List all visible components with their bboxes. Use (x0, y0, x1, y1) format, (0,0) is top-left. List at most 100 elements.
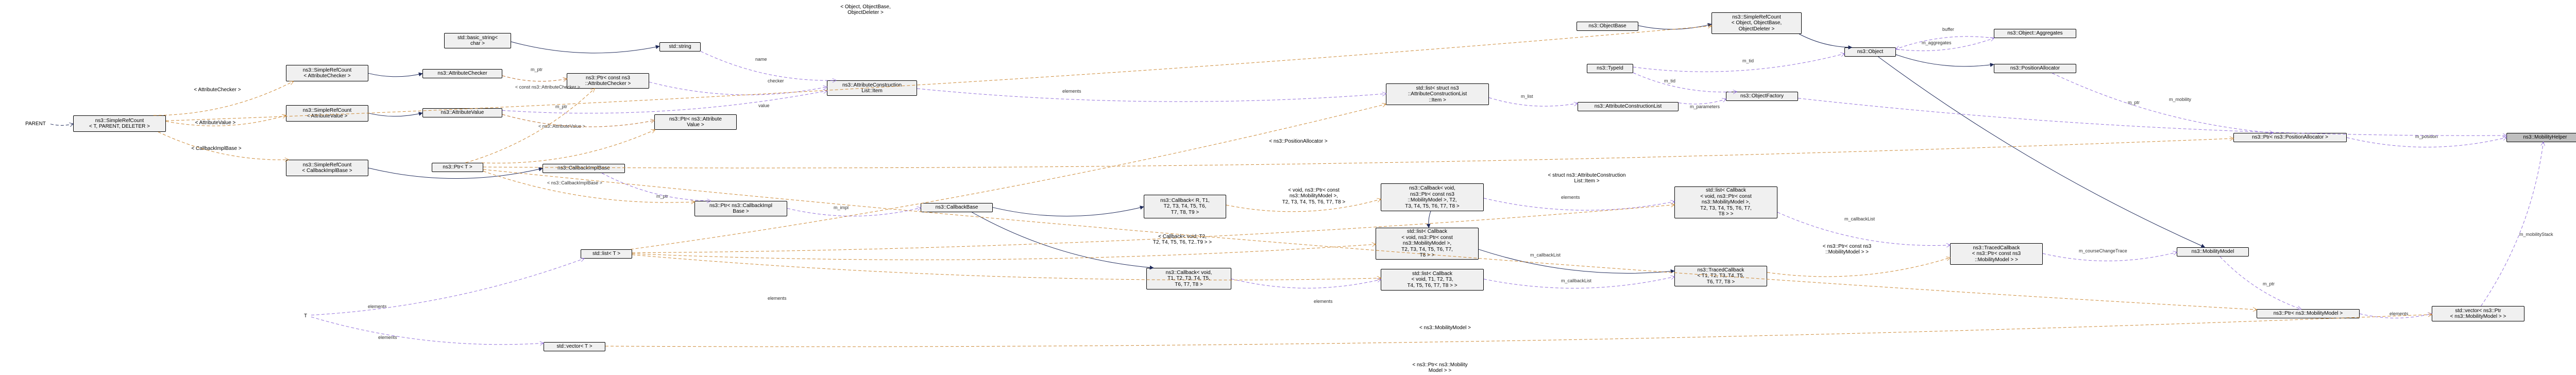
node-src_val: ns3::SimpleRefCount< AttributeValue > (286, 105, 368, 122)
node-basicstring: std::basic_string<char > (444, 33, 511, 48)
node-ptrT: ns3::Ptr< T > (432, 163, 483, 172)
node-parent: PARENT (21, 120, 50, 129)
edge-srcobj-obj (1799, 34, 1852, 47)
edge-srctpd-srcobj (166, 26, 1711, 121)
edge-attrconlist-objfactory (1679, 99, 1726, 104)
edge-label: m_mobility (2169, 97, 2191, 102)
edge-objbase-srcobj (1638, 24, 1711, 29)
edge-label: elements (1314, 299, 1333, 304)
node-typeid: ns3::TypeId (1587, 64, 1633, 73)
edge-src_val-attr_val (368, 113, 422, 116)
node-attr_val: ns3::AttributeValue (422, 108, 502, 117)
edge-cbvoidptr-listcbptr (1484, 198, 1674, 210)
edge-parent-srctpd (50, 124, 73, 126)
edge-cbbase-cbRv (993, 207, 1144, 216)
edge-stdvecT-vecptrmm (605, 315, 2432, 347)
edge-stdlistT-listcbv (632, 244, 1376, 260)
edge-listitem-attrconlist (1489, 97, 1578, 106)
node-ptrattrval: ns3::Ptr< ns3::AttributeValue > (654, 114, 737, 130)
edge-T-stdlistT (311, 259, 584, 315)
edge-label: elements (1062, 89, 1081, 94)
node-cbvoidln: ns3::Callback< void,T1, T2, T3, T4, T5,T… (1146, 268, 1231, 289)
edge-T-stdvecT (311, 317, 544, 345)
edge-label: m_callbackList (1530, 252, 1561, 258)
edge-label: < ns3::CallbackImplBase > (547, 180, 602, 185)
edge-label: elements (768, 296, 787, 301)
edge-label: m_ptr (656, 194, 668, 199)
edge-traccbptr-mobmodel (2043, 252, 2177, 261)
edge-label: m_tid (1664, 78, 1675, 83)
node-ptrcbimpl: ns3::Ptr< ns3::CallbackImplBase > (694, 201, 787, 216)
node-posalloc_lbl: < ns3::PositionAllocator > (1257, 138, 1340, 145)
node-src_chk: ns3::SimpleRefCount< AttributeChecker > (286, 65, 368, 81)
edge-attr_chk-ptrconstchk (502, 76, 567, 81)
edge-src_chk-attr_chk (368, 73, 422, 77)
node-cbvoidptr: ns3::Callback< void,ns3::Ptr< const ns3:… (1381, 183, 1484, 211)
node-stdstring: std::string (659, 42, 701, 52)
node-mobhelper: ns3::MobilityHelper (2506, 133, 2576, 142)
node-ptrmobmodel: ns3::Ptr< ns3::MobilityModel > (2257, 309, 2360, 318)
edge-label: m_ptr (531, 67, 543, 72)
edge-label: m_parameters (1690, 104, 1720, 109)
edge-label: m_tid (1742, 58, 1754, 63)
edge-label: name (755, 57, 767, 62)
edge-posalloc-ptrposalloc (2052, 73, 2273, 133)
node-attr_chk: ns3::AttributeChecker (422, 69, 502, 78)
edge-label: < ns3::AttributeValue > (538, 124, 585, 129)
edge-ptrT-ptrattrval (482, 130, 655, 163)
node-posalloc: ns3::PositionAllocator (1994, 64, 2076, 73)
node-listitem: std::list< struct ns3::AttributeConstruc… (1386, 83, 1489, 105)
node-stdlistT: std::list< T > (581, 249, 632, 259)
node-listcbv: std::list< Callback< void, ns3::Ptr< con… (1376, 228, 1479, 260)
node-traccbptr: ns3::TracedCallback< ns3::Ptr< const ns3… (1950, 243, 2043, 265)
edge-label: checker (768, 78, 784, 83)
node-cbbase: ns3::CallbackBase (921, 203, 993, 212)
node-obj: ns3::Object (1844, 47, 1896, 57)
edge-ptrconstchk-attrconitem (649, 82, 827, 95)
edge-label: value (758, 103, 770, 108)
node-obj_deleter_lbl: < Object, ObjectBase,ObjectDeleter > (811, 3, 920, 17)
edge-label: buffer (1942, 27, 1954, 32)
node-ptrvoidcb: < void, ns3::Ptr< constns3::MobilityMode… (1262, 184, 1365, 208)
edge-objfactory-mobhelper (1798, 98, 2506, 136)
node-srctpd: ns3::SimpleRefCount< T, PARENT, DELETER … (73, 115, 166, 132)
edge-label: m_position (2415, 134, 2438, 139)
edge-typeid-obj (1633, 54, 1844, 72)
node-srcobj: ns3::SimpleRefCount< Object, ObjectBase,… (1711, 12, 1802, 34)
node-attrconlist: ns3::AttributeConstructionList (1578, 102, 1679, 111)
edge-label: m_mobilityStack (2519, 232, 2553, 237)
node-attr_chk_lbl: < AttributeChecker > (184, 87, 251, 94)
edge-label: m_callbackList (1561, 278, 1591, 283)
node-cbimplbase: ns3::CallbackImplBase (543, 164, 625, 173)
edge-attr_val-attrconitem (502, 91, 827, 113)
node-cbRv: ns3::Callback< R, T1,T2, T3, T4, T5, T6,… (1144, 195, 1226, 218)
node-mobmodel_gen: < ns3::MobilityModel > (1404, 325, 1486, 332)
edge-mobmodel-ptrmobmodel (2220, 257, 2301, 309)
node-listcbvsm: std::list< Callback< void, T1, T2, T3,T4… (1381, 269, 1484, 291)
edge-label: elements (378, 335, 397, 340)
edge-label: m_callbackList (1844, 216, 1875, 221)
node-mobmodel: ns3::MobilityModel (2177, 247, 2249, 257)
node-ptrposalloc: ns3::Ptr< ns3::PositionAllocator > (2233, 133, 2347, 142)
node-ptrconstmm: < ns3::Ptr< const ns3::MobilityModel > > (1803, 242, 1891, 257)
node-objbase: ns3::ObjectBase (1577, 22, 1638, 31)
node-aggregates: ns3::Object::Aggregates (1994, 29, 2076, 38)
edge-cbvoidln-listcbvsm (1231, 279, 1381, 288)
edge-ptrT-ptrmobmodel (483, 169, 2257, 310)
edge-label: elements (1561, 195, 1580, 200)
edge-attr_chk-ptrconstchk (502, 76, 567, 81)
edge-label: m_aggregates (1922, 40, 1952, 45)
edge-cbvoidptr-listcbv (1429, 211, 1431, 228)
edge-label: m_ptr (2128, 100, 2140, 105)
edge-attrconitem-listitem (917, 89, 1386, 101)
node-stdvecT: std::vector< T > (544, 342, 605, 351)
node-cbvoidT2..: < Callback< void, T2,T2, T4, T5, T6, T2.… (1133, 232, 1231, 247)
edge-label: elements (2389, 311, 2409, 316)
node-traccb: ns3::TracedCallback< T1, T2, T3, T4, T5,… (1674, 266, 1767, 286)
edge-basicstring-stdstring (511, 42, 659, 53)
node-attrconitem: ns3::AttributeConstructionList::Item (827, 80, 917, 96)
edge-listcbv-traccb (1479, 249, 1674, 273)
diagram-canvas: < Object, ObjectBase,ObjectDeleter > PARE… (0, 0, 2576, 371)
node-attr_val_lbl: < AttributeValue > (184, 120, 246, 127)
edge-stdlistT-listitem (631, 104, 1386, 249)
